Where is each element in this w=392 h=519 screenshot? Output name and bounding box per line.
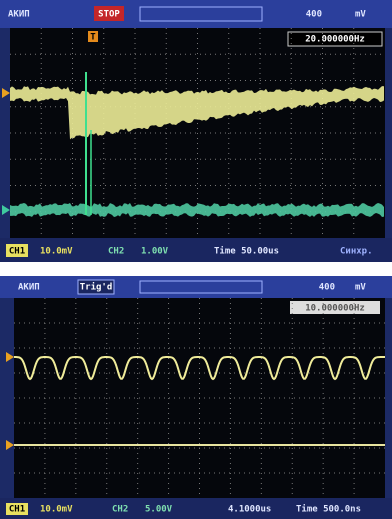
top-bar xyxy=(0,0,392,28)
frequency: 10.000000Hz xyxy=(305,304,365,314)
ch2-label: CH2 xyxy=(112,505,128,515)
ch1-scale: 10.0mV xyxy=(40,247,73,257)
trigger-unit: mV xyxy=(355,283,366,293)
brand: АКИП xyxy=(8,10,30,20)
status: STOP xyxy=(98,10,120,20)
ch1-scale: 10.0mV xyxy=(40,505,73,515)
timebase: Time 500.0ns xyxy=(296,504,361,515)
trigger-level: 400 xyxy=(306,10,322,20)
timebase: Time 50.00us xyxy=(214,246,279,257)
ch2-scale: 5.00V xyxy=(145,505,173,515)
ch1-label: CH1 xyxy=(9,247,25,257)
trigger-level: 400 xyxy=(319,283,335,293)
brand: АКИП xyxy=(18,283,40,293)
status: Trig'd xyxy=(80,282,113,293)
ch2-scale: 1.00V xyxy=(141,247,169,257)
frequency: 20.000000Hz xyxy=(305,35,365,45)
screenshot: АКИП STOP 400 mV T 20.000000Hz CH1 10.0m… xyxy=(0,0,392,519)
trigger-marker: T xyxy=(90,33,96,43)
offset: 4.1000us xyxy=(228,505,271,515)
ch1-label: CH1 xyxy=(9,505,25,515)
menu: Синхр. xyxy=(340,247,373,257)
ch2-label: CH2 xyxy=(108,247,124,257)
trigger-unit: mV xyxy=(355,10,366,20)
